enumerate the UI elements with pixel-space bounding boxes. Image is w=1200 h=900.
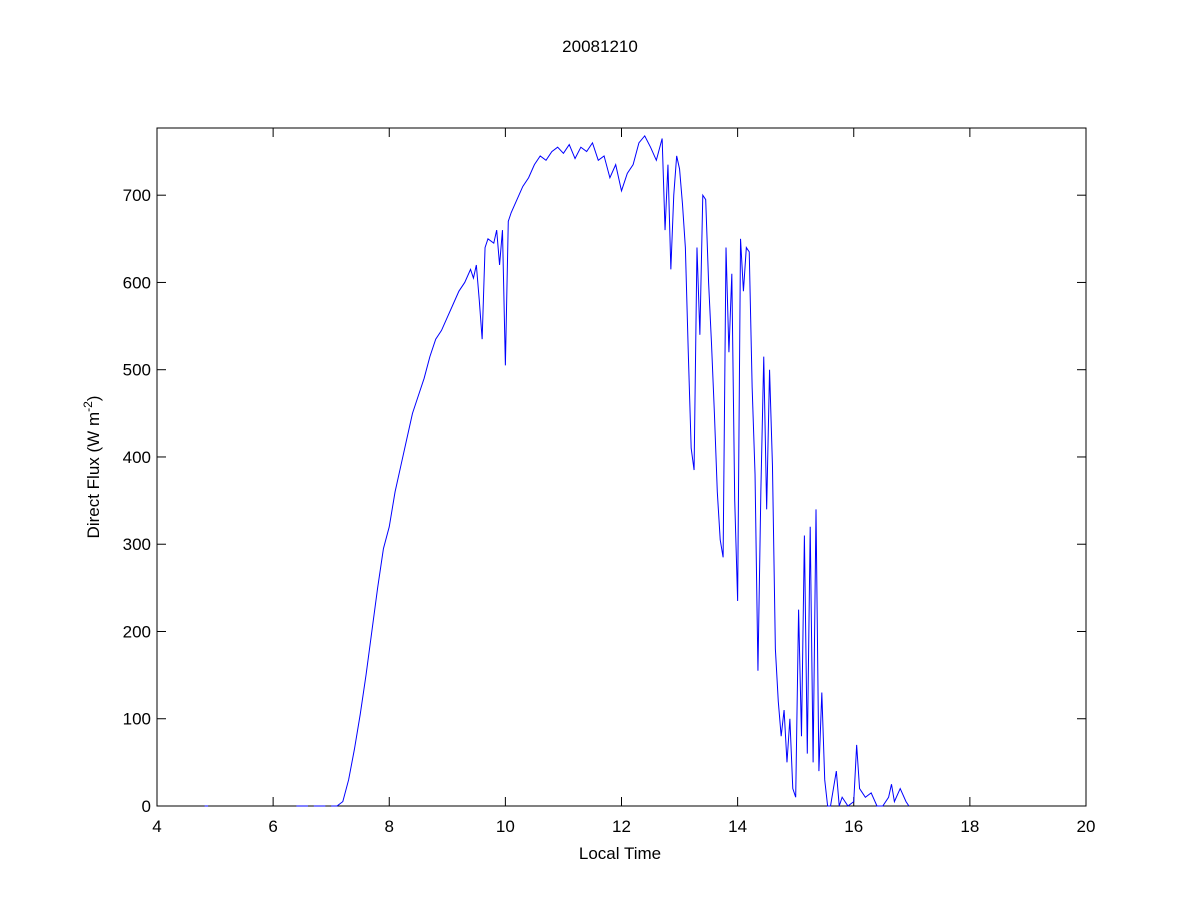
x-tick-label: 18 (960, 817, 979, 836)
data-line (204, 134, 910, 807)
y-axis-label-text: Direct Flux (W m (84, 412, 103, 539)
y-tick-label: 200 (123, 622, 151, 641)
y-axis-label-sup: -2 (81, 401, 95, 412)
x-tick-label: 14 (728, 817, 747, 836)
y-axis-label: Direct Flux (W m-2) (81, 396, 103, 539)
chart-title: 20081210 (562, 37, 638, 56)
y-tick-label: 600 (123, 273, 151, 292)
plot-frame (156, 127, 1087, 807)
y-tick-label: 300 (123, 535, 151, 554)
y-axis-label-end: ) (84, 396, 103, 402)
x-tick-label: 12 (612, 817, 631, 836)
x-tick-label: 8 (385, 817, 394, 836)
x-axis-label: Local Time (579, 844, 661, 863)
y-tick-label: 100 (123, 710, 151, 729)
x-tick-label: 4 (152, 817, 161, 836)
x-tick-label: 20 (1077, 817, 1096, 836)
y-tick-label: 500 (123, 361, 151, 380)
x-tick-label: 10 (496, 817, 515, 836)
x-tick-label: 16 (844, 817, 863, 836)
y-tick-label: 0 (142, 797, 151, 816)
x-tick-label: 6 (268, 817, 277, 836)
y-tick-label: 700 (123, 186, 151, 205)
y-tick-label: 400 (123, 448, 151, 467)
